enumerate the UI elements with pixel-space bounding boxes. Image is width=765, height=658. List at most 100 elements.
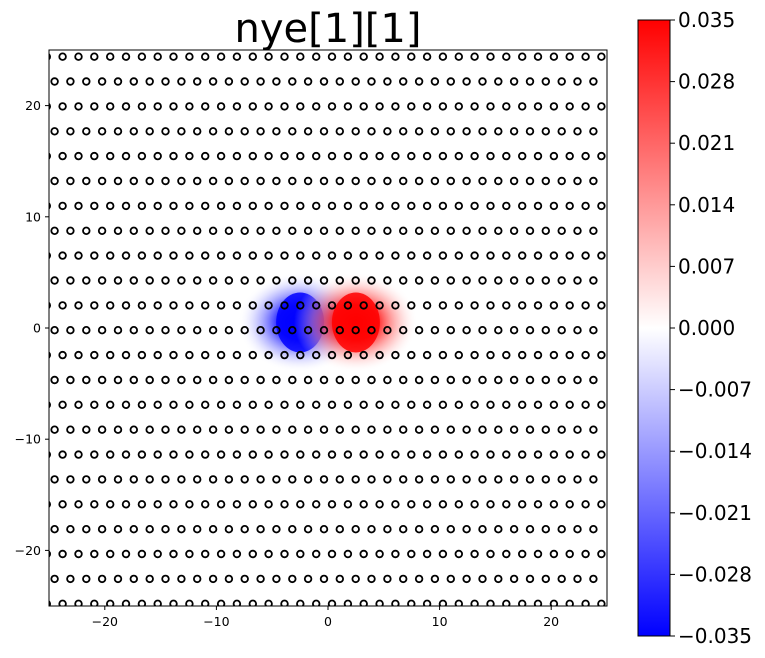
marker-point xyxy=(280,52,289,61)
marker-point xyxy=(533,549,543,559)
marker-point xyxy=(232,599,242,606)
marker-point xyxy=(288,77,297,86)
marker-point xyxy=(50,425,59,434)
marker-point xyxy=(359,52,368,61)
marker-point xyxy=(486,500,495,509)
marker-point xyxy=(113,326,123,335)
marker-point xyxy=(66,425,75,434)
marker-point xyxy=(137,500,147,509)
marker-point xyxy=(549,400,559,409)
marker-point xyxy=(343,450,353,459)
marker-point xyxy=(312,549,321,559)
marker-point xyxy=(224,525,234,534)
marker-point xyxy=(565,201,574,211)
marker-point xyxy=(319,176,329,186)
marker-point xyxy=(509,176,519,186)
marker-point xyxy=(200,400,210,409)
marker-point xyxy=(121,52,131,61)
marker-point xyxy=(565,102,574,111)
marker-point xyxy=(422,301,432,310)
marker-point xyxy=(66,326,75,335)
marker-point xyxy=(557,326,566,335)
marker-point xyxy=(192,326,202,335)
marker-point xyxy=(303,77,313,86)
marker-point xyxy=(145,375,154,385)
marker-point xyxy=(494,375,503,385)
marker-point xyxy=(438,450,448,459)
marker-point xyxy=(49,600,51,606)
marker-point xyxy=(367,574,376,584)
marker-point xyxy=(319,475,329,484)
marker-point xyxy=(391,201,400,211)
marker-point xyxy=(438,599,448,606)
marker-point xyxy=(549,549,559,559)
marker-point xyxy=(232,549,242,559)
marker-point xyxy=(565,52,574,61)
marker-point xyxy=(232,500,242,509)
marker-point xyxy=(303,127,313,136)
y-tick-label: 20 xyxy=(25,98,41,113)
marker-point xyxy=(518,350,527,360)
marker-point xyxy=(422,251,432,260)
marker-point xyxy=(288,176,297,186)
marker-point xyxy=(509,574,519,584)
marker-point xyxy=(82,276,91,285)
marker-point xyxy=(454,251,463,260)
marker-point xyxy=(137,400,147,409)
marker-point xyxy=(58,201,67,211)
marker-point xyxy=(177,127,186,136)
marker-point xyxy=(312,450,321,459)
marker-point xyxy=(414,326,424,335)
marker-point xyxy=(216,102,226,111)
marker-point xyxy=(454,549,463,559)
marker-point xyxy=(327,201,337,211)
marker-point xyxy=(177,574,186,584)
marker-point xyxy=(383,176,392,186)
marker-point xyxy=(296,201,305,211)
marker-point xyxy=(462,276,471,285)
marker-point xyxy=(597,251,606,260)
marker-point xyxy=(49,500,51,508)
marker-point xyxy=(541,475,550,484)
marker-point xyxy=(573,425,582,434)
marker-point xyxy=(399,226,408,235)
marker-point xyxy=(97,475,107,484)
marker-point xyxy=(597,151,606,161)
marker-point xyxy=(557,176,566,186)
marker-point xyxy=(312,102,321,111)
marker-point xyxy=(351,276,360,285)
marker-point xyxy=(351,176,360,186)
marker-point xyxy=(145,276,154,285)
marker-point xyxy=(549,599,559,606)
marker-point xyxy=(129,525,138,534)
marker-point xyxy=(383,276,392,285)
marker-point xyxy=(240,475,249,484)
marker-point xyxy=(573,77,582,86)
marker-point xyxy=(430,276,440,285)
marker-point xyxy=(169,102,178,111)
marker-point xyxy=(383,475,392,484)
marker-point xyxy=(470,350,479,360)
marker-point xyxy=(367,475,376,484)
marker-point xyxy=(49,202,51,210)
marker-point xyxy=(296,102,305,111)
marker-point xyxy=(430,127,440,136)
marker-point xyxy=(169,301,178,310)
marker-point xyxy=(351,77,360,86)
marker-point xyxy=(446,525,455,534)
marker-point xyxy=(533,450,543,459)
marker-point xyxy=(97,525,107,534)
marker-point xyxy=(137,52,147,61)
marker-point xyxy=(296,251,305,260)
marker-point xyxy=(446,77,455,86)
marker-point xyxy=(518,450,527,459)
marker-point xyxy=(422,102,432,111)
marker-point xyxy=(296,301,305,310)
marker-point xyxy=(573,276,582,285)
marker-point xyxy=(145,176,154,186)
marker-point xyxy=(137,151,147,161)
marker-grid xyxy=(49,52,606,606)
marker-point xyxy=(438,102,448,111)
marker-point xyxy=(312,301,321,310)
colorbar-tick-label: −0.021 xyxy=(678,501,752,525)
